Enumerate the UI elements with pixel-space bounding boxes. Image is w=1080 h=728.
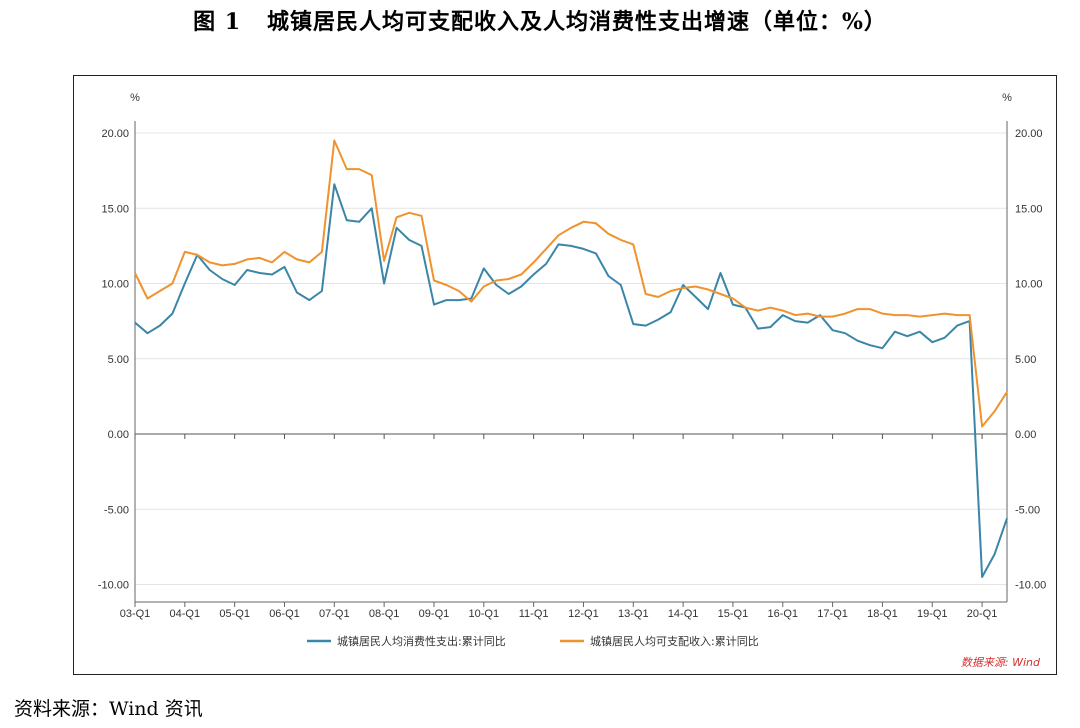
y-tick-label-right: 0.00 [1015, 429, 1036, 441]
y-unit-label-right: % [1002, 92, 1012, 104]
figure-number: 图 1 [193, 9, 242, 35]
y-tick-label-right: 15.00 [1015, 203, 1043, 215]
x-tick-label: 18-Q1 [867, 608, 898, 620]
y-tick-label-left: 0.00 [108, 429, 129, 441]
y-tick-label-left: 5.00 [108, 354, 129, 366]
figure-title: 图 1 城镇居民人均可支配收入及人均消费性支出增速（单位：%） [0, 4, 1080, 36]
y-tick-label-right: 5.00 [1015, 354, 1036, 366]
series-line-income [134, 139, 1008, 428]
x-tick-label: 07-Q1 [319, 608, 350, 620]
x-tick-label: 19-Q1 [917, 608, 948, 620]
x-tick-label: 15-Q1 [718, 608, 749, 620]
x-tick-label: 11-Q1 [519, 608, 549, 620]
y-tick-label-right: -10.00 [1015, 580, 1046, 592]
y-tick-label-left: -5.00 [104, 504, 129, 516]
y-tick-label-left: 15.00 [101, 203, 129, 215]
y-tick-label-left: 10.00 [101, 279, 129, 291]
y-tick-label-right: 10.00 [1015, 279, 1043, 291]
x-tick-label: 12-Q1 [568, 608, 599, 620]
legend-label-consumption: 城镇居民人均消费性支出:累计同比 [337, 634, 506, 648]
x-tick-label: 10-Q1 [469, 608, 500, 620]
x-tick-label: 05-Q1 [219, 608, 250, 620]
x-tick-label: 04-Q1 [170, 608, 201, 620]
y-tick-label-left: -10.00 [98, 580, 129, 592]
chart-frame [73, 75, 1057, 675]
source-watermark: 数据来源: Wind [961, 656, 1041, 669]
y-tick-label-right: -5.00 [1015, 504, 1040, 516]
x-tick-label: 03-Q1 [120, 608, 151, 620]
x-tick-label: 14-Q1 [668, 608, 699, 620]
y-tick-label-right: 20.00 [1015, 128, 1043, 140]
x-tick-label: 16-Q1 [767, 608, 798, 620]
legend-label-income: 城镇居民人均可支配收入:累计同比 [590, 634, 759, 648]
legend: 城镇居民人均消费性支出:累计同比 城镇居民人均可支配收入:累计同比 [307, 634, 759, 648]
series-lines [134, 139, 1008, 578]
y-unit-label-left: % [130, 92, 140, 104]
series-line-consumption [134, 183, 1008, 578]
figure-title-text: 城镇居民人均可支配收入及人均消费性支出增速（单位：%） [267, 9, 887, 35]
x-tick-label: 08-Q1 [369, 608, 400, 620]
x-tick-label: 06-Q1 [269, 608, 300, 620]
x-tick-label: 13-Q1 [618, 608, 649, 620]
y-tick-label-left: 20.00 [101, 128, 129, 140]
source-note: 资料来源：Wind 资讯 [14, 698, 203, 720]
axes: 20.00 20.00 15.00 15.00 10.00 10.00 5.00 5.00 0.… [98, 92, 1046, 620]
x-tick-label: 17-Q1 [817, 608, 848, 620]
x-tick-label: 20-Q1 [967, 608, 998, 620]
x-tick-label: 09-Q1 [419, 608, 450, 620]
gridlines [135, 132, 1007, 585]
